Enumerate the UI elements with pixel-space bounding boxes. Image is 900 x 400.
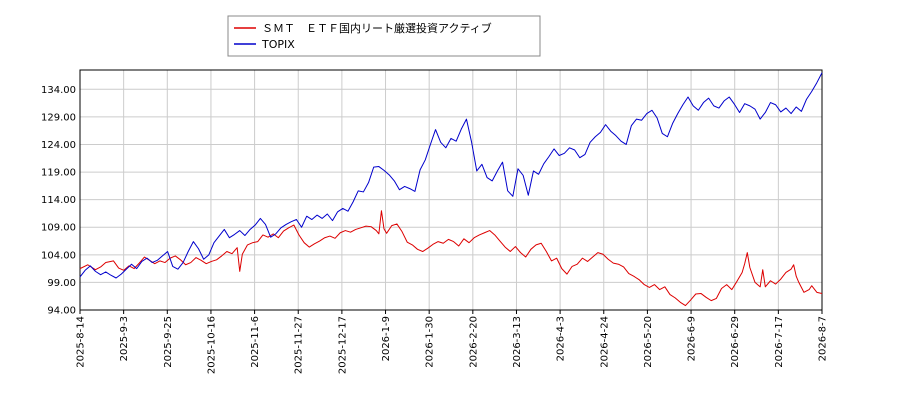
x-tick-label: 2026-1-9 [381, 316, 392, 361]
x-tick-label: 2026-3-13 [512, 316, 523, 368]
legend: ＳＭＴ ＥＴＦ国内リート厳選投資アクティブ TOPIX [227, 15, 541, 57]
y-tick-label: 124.00 [41, 140, 76, 151]
y-tick-label: 99.00 [47, 278, 76, 289]
x-tick-label: 2025-9-25 [163, 316, 174, 368]
x-tick-label: 2025-11-6 [250, 316, 261, 368]
x-tick-label: 2026-6-29 [730, 316, 741, 368]
y-tick-label: 114.00 [41, 195, 76, 206]
x-tick-label: 2026-2-20 [468, 316, 479, 368]
x-tick-label: 2025-11-27 [294, 316, 305, 374]
plot-area: 94.00 99.00 104.00 109.00 114.00 119.00 124.00… [41, 69, 829, 374]
y-tick-label: 104.00 [41, 250, 76, 261]
y-tick-label: 134.00 [41, 85, 76, 96]
x-tick-label: 2025-9-3 [119, 316, 130, 361]
x-tick-label: 2026-7-17 [774, 316, 785, 368]
legend-box [227, 15, 541, 57]
x-tick-label: 2026-1-30 [425, 316, 436, 368]
series-line-topix [79, 72, 823, 279]
y-tick-label: 94.00 [47, 306, 76, 317]
x-tick-label: 2025-12-17 [337, 316, 348, 374]
x-tick-label: 2026-5-20 [643, 316, 654, 368]
legend-label-series1: ＳＭＴ ＥＴＦ国内リート厳選投資アクティブ [262, 21, 492, 35]
series-line-smt-etf [79, 210, 823, 307]
legend-label-series2: TOPIX [261, 38, 295, 51]
plot-frame [79, 69, 823, 311]
y-tick-label: 129.00 [41, 112, 76, 123]
x-tick-label: 2026-6-9 [687, 316, 698, 361]
x-tick-label: 2026-8-7 [818, 316, 829, 361]
y-tick-label: 119.00 [41, 168, 76, 179]
x-tick-label: 2026-4-3 [556, 316, 567, 361]
x-tick-label: 2026-4-24 [599, 316, 610, 368]
x-tick-label: 2025-8-14 [76, 316, 87, 368]
x-tick-label: 2025-10-16 [206, 316, 217, 374]
y-tick-label: 109.00 [41, 223, 76, 234]
